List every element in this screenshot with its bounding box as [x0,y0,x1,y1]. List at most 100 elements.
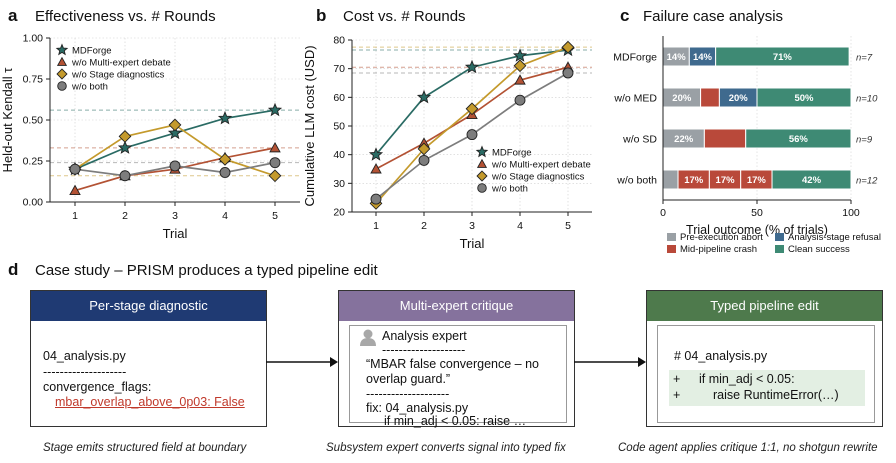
diamond-marker [218,152,232,166]
panel-title-d: Case study – PRISM produces a typed pipe… [35,262,378,279]
diamond-marker [118,130,132,143]
legend-label: w/o Multi-expert debate [491,160,591,171]
legend-label: w/o both [491,184,528,195]
y-tick-label: 70 [333,63,345,75]
bar-label: 20% [729,93,749,104]
x-tick-label: 1 [72,210,78,222]
y-tick-label: 20 [333,207,345,219]
x-tick-label: 5 [272,210,278,222]
caption-stage: Stage emits structured field at boundary [43,442,247,454]
legend-swatch [775,245,784,253]
panel-label-a: a [8,6,18,25]
n-label: n=10 [856,94,878,105]
bar-label: 20% [672,93,692,104]
box-header: Per-stage diagnostic [31,291,266,321]
x-axis-label: Trial [460,236,485,248]
bar-segment [756,87,852,108]
bar-segment [771,169,852,190]
category-label: w/o SD [622,134,657,146]
y-axis-label: Cumulative LLM cost (USD) [305,45,317,206]
triangle-marker [269,141,281,153]
y-axis-label: Held-out Kendall τ [0,67,15,173]
y-tick-label: 80 [333,35,345,47]
fix-line-2: if min_adj < 0.05: raise … [384,414,527,428]
x-tick-label: 4 [222,210,228,222]
y-tick-label: 0.75 [23,74,44,86]
legend-label: MDForge [492,148,532,159]
bar-label: 71% [773,52,793,63]
bar-segment [700,87,720,108]
x-tick-label: 100 [842,207,860,219]
bar-segment [703,128,747,149]
effectiveness-chart: 0.00 0.25 0.50 0.75 1.00 1 2 3 4 5 Trial Held-out K… [0,33,300,241]
code-line-1: if min_adj < 0.05: [699,372,795,386]
x-tick-label: 3 [172,210,178,222]
convergence-flags-text: convergence_flags: [43,380,152,394]
star-marker [368,147,384,161]
bar-label: 22% [674,134,694,145]
quote-line-2: overlap guard.” [366,372,451,386]
filename-text: # 04_analysis.py [674,349,768,363]
bar-label: 42% [802,175,822,186]
legend-label: w/o both [71,82,108,93]
x-tick-label: 3 [469,220,475,232]
category-label: w/o both [616,175,657,187]
multi-expert-critique-box: Multi-expert critique Analysis expert --… [338,290,575,428]
x-tick-label: 2 [122,210,128,222]
n-label: n=9 [856,135,873,146]
circle-marker [418,154,430,166]
triangle-marker [69,184,81,195]
bar-label: 50% [794,93,814,104]
legend-swatch [667,245,676,253]
circle-marker [477,183,487,193]
star-marker [117,140,133,154]
bar-label: 17% [684,175,704,186]
x-axis-label: Trial outcome (% of trials) [686,223,828,237]
code-line-2: raise RuntimeError(…) [713,388,839,402]
legend-label: MDForge [72,46,112,57]
arrow-icon [574,357,646,367]
y-tick-label: 30 [333,178,345,190]
bar-label: 14% [693,52,713,63]
legend-label: w/o Multi-expert debate [71,58,171,69]
diamond-marker [476,170,488,182]
n-label: n=7 [856,53,873,64]
diamond-marker [168,118,182,132]
y-tick-label: 0.25 [23,156,44,168]
category-label: w/o MED [613,93,657,105]
divider-text: -------------------- [366,387,450,401]
edit-card: # 04_analysis.py + if min_adj < 0.05: + … [657,325,875,423]
star-marker [55,43,69,56]
diamond-marker [56,68,68,80]
flag-text: mbar_overlap_above_0p03: False [55,395,245,409]
y-tick-label: 50 [333,121,345,133]
filename-text: 04_analysis.py [43,349,126,363]
bar-label: 17% [716,175,736,186]
x-tick-label: 1 [373,220,379,232]
divider-text: -------------------- [43,365,127,379]
cost-chart: 20 30 40 50 60 70 80 1 2 3 4 5 Trial Cumulative LLM c… [305,35,592,248]
x-tick-label: 0 [660,207,666,219]
circle-marker [370,193,382,205]
star-marker [167,125,183,140]
diamond-marker [465,102,479,116]
circle-marker [269,157,281,169]
n-label: n=12 [856,176,878,187]
user-icon [360,329,376,346]
typed-pipeline-edit-box: Typed pipeline edit # 04_analysis.py + i… [646,290,883,427]
legend-label: Pre-execution abort [680,232,763,243]
x-tick-label: 4 [517,220,523,232]
star-marker [475,145,489,158]
bar-segment [715,46,850,67]
star-marker [416,89,432,104]
y-tick-label: 0.50 [23,115,44,127]
circle-marker [57,81,67,91]
x-axis-label: Trial [163,226,188,241]
caption-subsystem: Subsystem expert converts signal into ty… [326,442,566,454]
bar-segment [745,128,852,149]
panel-label-d: d [8,260,19,279]
panel-label-b: b [316,6,327,25]
y-tick-label: 40 [333,149,345,161]
triangle-marker [370,163,382,174]
y-tick-label: 0.00 [23,197,44,209]
